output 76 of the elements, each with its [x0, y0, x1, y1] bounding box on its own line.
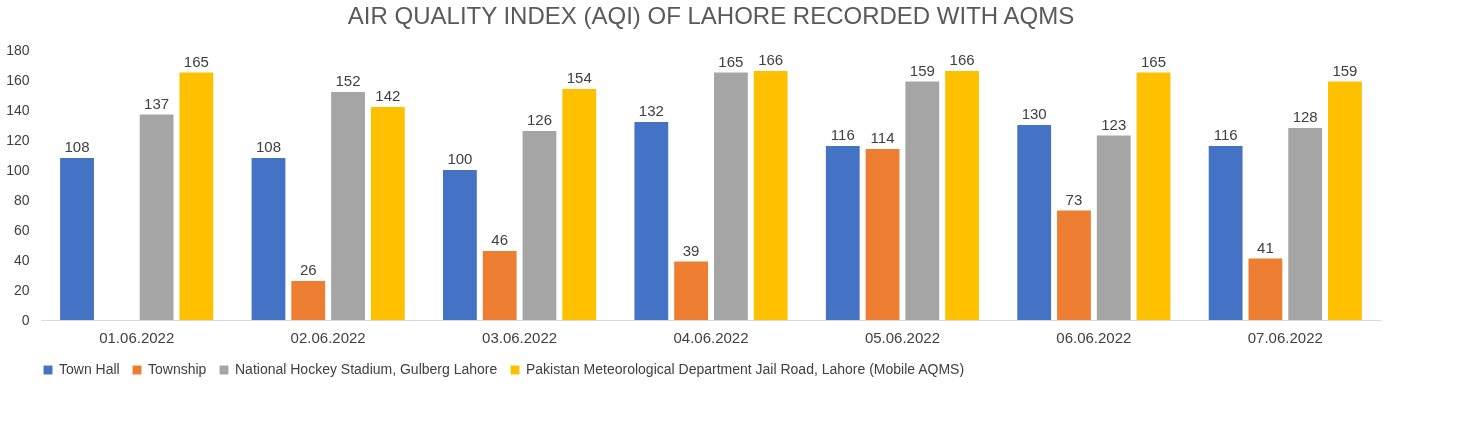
data-label: 165	[183, 52, 209, 70]
bar	[945, 71, 979, 320]
data-label: 166	[758, 51, 784, 68]
y-tick-label: 160	[6, 71, 30, 88]
bar	[1288, 128, 1323, 320]
data-label: 165	[1141, 52, 1167, 70]
bar	[1096, 135, 1131, 320]
bar	[370, 107, 405, 320]
x-tick-label: 04.06.2022	[673, 328, 749, 346]
legend-label: National Hockey Stadium, Gulberg Lahore	[235, 361, 498, 377]
y-tick-label: 40	[13, 251, 30, 268]
bar	[522, 131, 557, 320]
x-tick-label: 03.06.2022	[482, 328, 558, 346]
bar	[713, 72, 748, 320]
data-label: 128	[1292, 108, 1318, 125]
y-tick-label: 0	[21, 311, 30, 328]
data-label: 142	[375, 87, 401, 104]
data-label: 166	[949, 51, 975, 68]
data-label: 46	[491, 231, 509, 248]
data-label: 100	[447, 150, 473, 167]
x-tick-label: 07.06.2022	[1247, 328, 1323, 346]
bar	[865, 149, 900, 320]
data-label: 116	[1213, 126, 1238, 143]
bar	[1248, 258, 1283, 320]
bar	[331, 92, 365, 320]
legend-label: Town Hall	[59, 361, 120, 377]
bar	[251, 158, 286, 320]
bar	[825, 146, 860, 320]
data-label: 108	[255, 138, 281, 155]
data-label: 137	[144, 94, 170, 112]
bar	[60, 158, 94, 320]
data-label: 73	[1065, 190, 1083, 208]
data-label: 26	[299, 261, 317, 278]
data-label: 41	[1257, 238, 1274, 256]
data-label: 130	[1021, 105, 1047, 122]
y-tick-label: 80	[13, 191, 30, 208]
legend-label: Township	[148, 361, 207, 377]
bar	[634, 122, 669, 320]
data-label: 152	[335, 72, 361, 89]
legend-label: Pakistan Meteorological Department Jail Road, Lahore (Mobile AQMS)	[526, 361, 965, 377]
data-label: 39	[682, 241, 700, 259]
x-tick-label: 02.06.2022	[290, 328, 366, 346]
data-label: 154	[566, 69, 592, 86]
bar	[291, 281, 326, 320]
bar	[1208, 146, 1243, 320]
data-label: 123	[1101, 115, 1127, 133]
bar	[753, 71, 788, 320]
bar	[674, 261, 709, 320]
bar	[1136, 72, 1171, 320]
x-tick-label: 01.06.2022	[99, 328, 175, 346]
bar	[443, 170, 477, 320]
data-label: 114	[870, 129, 895, 146]
y-tick-label: 60	[13, 221, 30, 238]
data-label: 159	[909, 61, 935, 79]
bar	[179, 72, 214, 320]
y-tick-label: 120	[6, 131, 30, 148]
y-tick-label: 100	[6, 161, 30, 178]
bar	[905, 81, 940, 320]
y-tick-label: 140	[6, 101, 30, 118]
data-label: 126	[526, 111, 552, 128]
data-label: 132	[638, 102, 664, 119]
data-label: 165	[718, 52, 744, 70]
data-label: 116	[830, 126, 855, 143]
bar	[139, 114, 174, 320]
chart-title: AIR QUALITY INDEX (AQI) OF LAHORE RECORDED WITH AQMS	[347, 2, 1075, 29]
bar	[482, 251, 517, 320]
y-tick-label: 180	[6, 41, 30, 58]
x-tick-label: 06.06.2022	[1056, 328, 1132, 346]
data-label: 108	[64, 138, 90, 155]
bar	[1328, 81, 1362, 320]
x-tick-label: 05.06.2022	[864, 328, 940, 346]
bar	[562, 89, 597, 320]
y-tick-label: 20	[13, 281, 30, 298]
bar	[1017, 125, 1052, 320]
bar	[1057, 210, 1091, 320]
data-label: 159	[1332, 61, 1358, 79]
